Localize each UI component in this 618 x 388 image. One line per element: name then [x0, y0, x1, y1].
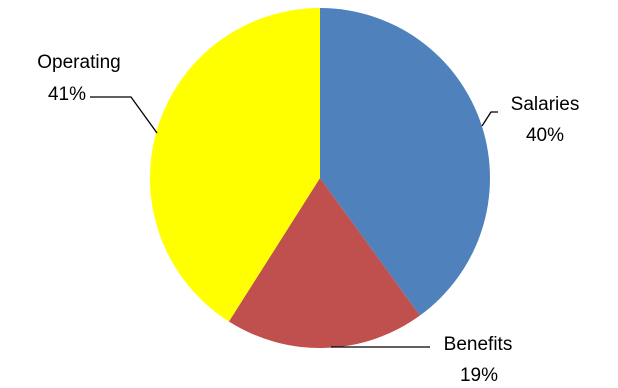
slice-label-benefits-name: Benefits: [444, 334, 513, 355]
pie-slice-benefits: [228, 178, 420, 348]
slice-label-benefits-percent: 19%: [460, 365, 498, 386]
pie-slices: [149, 7, 490, 348]
leader-line-salaries: [481, 111, 498, 127]
leader-line-operating: [90, 96, 158, 134]
slice-label-operating-percent: 41%: [48, 84, 86, 105]
slice-label-salaries-percent: 40%: [526, 125, 564, 146]
pie-slice-operating: [149, 7, 320, 322]
slice-label-operating-name: Operating: [37, 52, 120, 73]
slice-label-salaries-name: Salaries: [511, 94, 580, 115]
pie-slice-salaries: [320, 8, 490, 316]
